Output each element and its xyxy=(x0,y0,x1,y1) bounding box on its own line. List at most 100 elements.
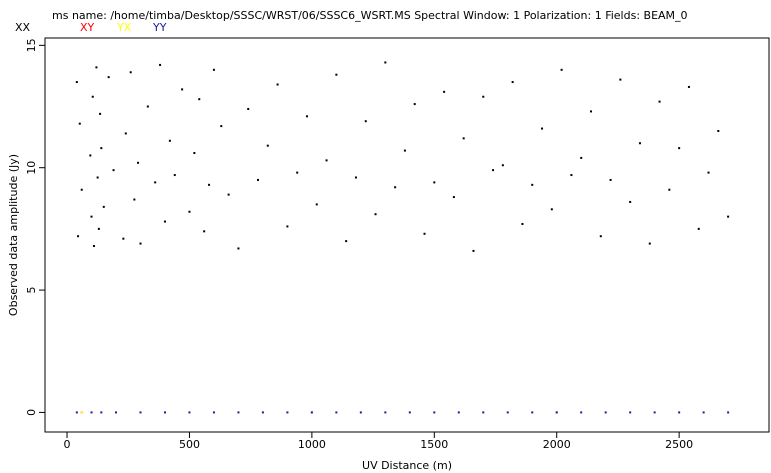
data-point xyxy=(492,169,495,172)
data-point xyxy=(335,73,338,76)
data-point xyxy=(394,186,397,189)
data-point xyxy=(457,411,460,414)
data-point xyxy=(550,208,553,211)
data-point xyxy=(122,237,125,240)
legend-label: YY xyxy=(152,21,167,34)
data-point xyxy=(77,235,80,238)
y-axis-label: Observed data amplitude (Jy) xyxy=(7,154,20,316)
data-point xyxy=(482,95,485,98)
data-point xyxy=(364,120,367,123)
data-point xyxy=(91,95,94,98)
data-point xyxy=(658,100,661,103)
data-point xyxy=(296,171,299,174)
data-point xyxy=(629,200,632,203)
data-point xyxy=(107,76,110,79)
data-point xyxy=(112,169,115,172)
data-point xyxy=(359,411,362,414)
data-point xyxy=(374,213,377,216)
data-point xyxy=(697,227,700,230)
x-tick-label: 0 xyxy=(64,438,71,451)
data-point xyxy=(193,152,196,155)
x-tick-label: 2000 xyxy=(543,438,571,451)
data-point xyxy=(531,183,534,186)
data-point xyxy=(146,105,149,108)
data-point xyxy=(521,222,524,225)
data-point xyxy=(727,215,730,218)
data-point xyxy=(80,411,83,414)
data-point xyxy=(423,232,426,235)
data-point xyxy=(413,103,416,106)
data-point xyxy=(325,159,328,162)
legend-label: YX xyxy=(116,21,132,34)
data-point xyxy=(653,411,656,414)
data-point xyxy=(678,411,681,414)
data-point xyxy=(96,176,99,179)
data-point xyxy=(159,63,162,66)
data-point xyxy=(89,154,92,157)
data-point xyxy=(266,144,269,147)
data-point xyxy=(433,181,436,184)
data-point xyxy=(286,225,289,228)
data-point xyxy=(80,188,83,191)
data-point xyxy=(95,66,98,69)
data-point xyxy=(227,193,230,196)
data-point xyxy=(129,71,132,74)
data-point xyxy=(90,411,93,414)
data-point xyxy=(629,411,632,414)
data-point xyxy=(276,83,279,86)
data-point xyxy=(137,161,140,164)
y-tick-label: 15 xyxy=(25,38,38,52)
data-point xyxy=(78,122,81,125)
data-point xyxy=(707,171,710,174)
data-point xyxy=(247,107,250,110)
data-point xyxy=(198,98,201,101)
data-point xyxy=(482,411,485,414)
data-point xyxy=(203,230,206,233)
data-point xyxy=(208,183,211,186)
data-point xyxy=(443,90,446,93)
data-point xyxy=(472,249,475,252)
data-point xyxy=(668,188,671,191)
data-point xyxy=(531,411,534,414)
data-point xyxy=(648,242,651,245)
x-tick-label: 500 xyxy=(179,438,200,451)
data-point xyxy=(687,85,690,88)
x-axis-label: UV Distance (m) xyxy=(362,459,452,472)
data-point xyxy=(609,178,612,181)
data-point xyxy=(133,198,136,201)
data-point xyxy=(257,178,260,181)
data-point xyxy=(354,176,357,179)
data-point xyxy=(97,227,100,230)
data-point xyxy=(619,78,622,81)
data-point xyxy=(408,411,411,414)
data-point xyxy=(100,411,103,414)
data-point xyxy=(335,411,338,414)
data-point xyxy=(237,247,240,250)
data-point xyxy=(384,411,387,414)
plot-frame xyxy=(44,37,770,433)
data-point xyxy=(139,411,142,414)
data-point xyxy=(345,240,348,243)
data-point xyxy=(163,411,166,414)
data-point xyxy=(727,411,730,414)
data-point xyxy=(154,181,157,184)
legend-label: XX xyxy=(15,21,31,34)
data-point xyxy=(100,147,103,150)
x-tick-label: 2500 xyxy=(665,438,693,451)
legend-label: XY xyxy=(80,21,95,34)
y-tick-label: 10 xyxy=(25,161,38,175)
data-point xyxy=(433,411,436,414)
data-point xyxy=(452,196,455,199)
data-point xyxy=(599,235,602,238)
data-point xyxy=(181,88,184,91)
data-point xyxy=(678,147,681,150)
data-point xyxy=(604,411,607,414)
data-point xyxy=(305,115,308,118)
x-tick-label: 1000 xyxy=(298,438,326,451)
data-point xyxy=(403,149,406,152)
data-point xyxy=(139,242,142,245)
data-point xyxy=(315,203,318,206)
data-point xyxy=(173,174,176,177)
y-tick-label: 5 xyxy=(25,287,38,294)
